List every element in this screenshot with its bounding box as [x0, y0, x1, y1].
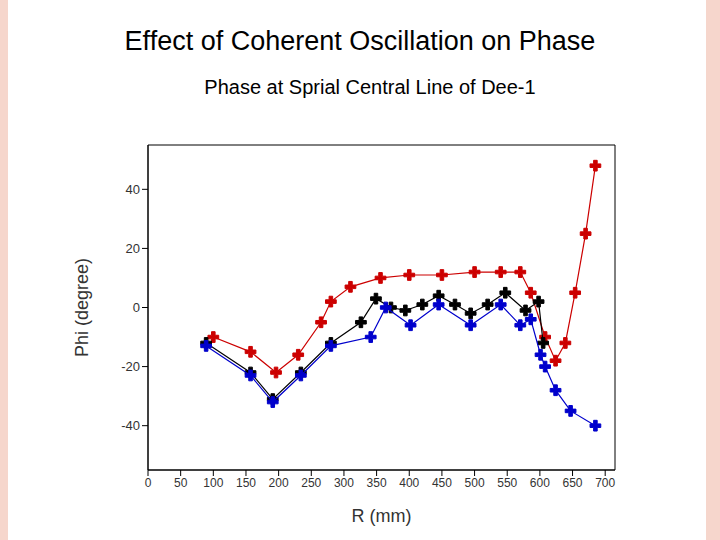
svg-text:100: 100 — [203, 476, 223, 490]
svg-text:Phi (degree): Phi (degree) — [72, 258, 92, 357]
svg-text:250: 250 — [301, 476, 321, 490]
svg-text:-20: -20 — [121, 359, 140, 374]
svg-text:200: 200 — [269, 476, 289, 490]
svg-text:550: 550 — [497, 476, 517, 490]
svg-text:0: 0 — [133, 300, 140, 315]
svg-text:600: 600 — [530, 476, 550, 490]
svg-text:650: 650 — [563, 476, 583, 490]
svg-text:450: 450 — [432, 476, 452, 490]
html-text:Phase at Sprial Central Line o: Phase at Sprial Central Line of Dee-1 — [204, 76, 536, 98]
html-text:Effect of Coherent Oscillation: Effect of Coherent Oscillation on Phase — [124, 26, 596, 56]
svg-text:0: 0 — [145, 476, 152, 490]
svg-text:150: 150 — [236, 476, 256, 490]
svg-text:R (mm): R (mm) — [352, 506, 412, 526]
svg-text:20: 20 — [126, 241, 140, 256]
svg-text:40: 40 — [126, 182, 140, 197]
svg-text:500: 500 — [465, 476, 485, 490]
svg-text:400: 400 — [399, 476, 419, 490]
svg-text:-40: -40 — [121, 418, 140, 433]
svg-text:700: 700 — [595, 476, 615, 490]
svg-text:300: 300 — [334, 476, 354, 490]
svg-text:350: 350 — [367, 476, 387, 490]
svg-text:50: 50 — [174, 476, 188, 490]
